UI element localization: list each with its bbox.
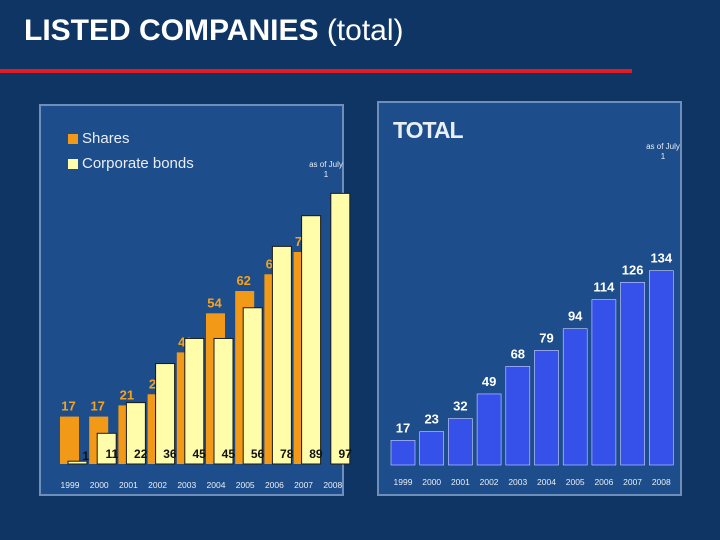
- x-tick-total-2008: 2008: [652, 477, 671, 487]
- label-total-2008: 134: [650, 251, 672, 266]
- x-tick-total-2007: 2007: [623, 477, 642, 487]
- label-total-2003: 68: [511, 346, 525, 361]
- x-tick-2007: 2007: [294, 480, 313, 490]
- chart-panel-total: 17 1999 23 2000 32 2001 49 2002 68 2003 79 2004 94 20…: [377, 101, 682, 496]
- x-tick-total-2005: 2005: [566, 477, 585, 487]
- x-tick-total-2002: 2002: [480, 477, 499, 487]
- label-bonds-1999: 1: [82, 449, 89, 463]
- legend-label-shares: Shares: [82, 130, 130, 147]
- bar-total-2002: [476, 393, 502, 466]
- bar-shares-1999: [60, 416, 79, 464]
- label-shares-2005: 62: [236, 273, 250, 288]
- bar-total-2006: [591, 299, 617, 466]
- label-total-2002: 49: [482, 374, 496, 389]
- x-tick-total-2006: 2006: [594, 477, 613, 487]
- legend-swatch-bonds: [68, 158, 78, 169]
- chart-panel-by-type: 1711999171120002122200125362002404520035…: [39, 104, 352, 496]
- legend-label-bonds: Corporate bonds: [82, 155, 194, 172]
- x-tick-2005: 2005: [236, 480, 255, 490]
- label-bonds-2005: 56: [251, 447, 265, 461]
- legend-swatch-shares: [68, 133, 78, 144]
- bar-total-2005: [562, 328, 588, 466]
- bar-bonds-2007: [301, 215, 322, 465]
- bar-total-2001: [448, 418, 473, 466]
- bar-bonds-2000: [96, 432, 117, 465]
- label-shares-1999: 17: [61, 399, 75, 414]
- label-total-2006: 114: [593, 280, 615, 295]
- bar-bonds-2002: [155, 363, 176, 465]
- as-of-note: as of July 1: [309, 160, 343, 179]
- x-tick-2008: 2008: [323, 480, 342, 490]
- label-bonds-2003: 45: [192, 447, 206, 461]
- bar-bonds-2008: [330, 192, 351, 465]
- chart-title-total: TOTAL: [393, 117, 464, 143]
- slide-title-suffix: (total): [326, 14, 404, 47]
- legend-item-shares: Shares: [68, 126, 194, 151]
- as-of-note-total: as of July 1: [646, 142, 680, 161]
- chart-by-type: 1711999171120002122200125362002404520035…: [60, 192, 352, 490]
- label-total-1999: 17: [396, 420, 410, 435]
- label-shares-2001: 21: [120, 387, 134, 402]
- label-total-2004: 79: [539, 330, 553, 345]
- legend-item-bonds: Corporate bonds: [68, 151, 194, 176]
- label-bonds-2001: 22: [134, 447, 148, 461]
- x-tick-total-2004: 2004: [537, 477, 556, 487]
- chart-legend: Shares Corporate bonds: [68, 126, 194, 176]
- label-shares-2000: 17: [90, 399, 104, 414]
- x-tick-2000: 2000: [90, 480, 109, 490]
- x-tick-2006: 2006: [265, 480, 284, 490]
- slide-title: LISTED COMPANIES (total): [24, 14, 404, 48]
- label-total-2007: 126: [622, 262, 644, 277]
- x-tick-1999: 1999: [61, 480, 80, 490]
- label-bonds-2008: 97: [338, 447, 352, 461]
- x-tick-total-2001: 2001: [451, 477, 470, 487]
- x-tick-total-1999: 1999: [394, 477, 413, 487]
- x-tick-2002: 2002: [148, 480, 167, 490]
- x-tick-total-2003: 2003: [508, 477, 527, 487]
- title-divider: [0, 69, 632, 73]
- label-total-2000: 23: [424, 412, 438, 427]
- label-bonds-2004: 45: [222, 447, 236, 461]
- bar-bonds-2005: [242, 307, 263, 465]
- label-total-2001: 32: [453, 399, 467, 414]
- bar-total-2004: [534, 350, 559, 466]
- bar-bonds-2004: [213, 337, 234, 465]
- bar-bonds-2001: [125, 402, 146, 465]
- bar-total-1999: [390, 440, 416, 466]
- x-tick-2001: 2001: [119, 480, 138, 490]
- bar-bonds-2006: [271, 245, 292, 465]
- label-bonds-2006: 78: [280, 447, 294, 461]
- bar-total-2008: [648, 270, 674, 466]
- bar-bonds-1999: [67, 460, 88, 465]
- label-bonds-2007: 89: [309, 447, 323, 461]
- bar-total-2007: [620, 282, 645, 466]
- x-tick-2003: 2003: [177, 480, 196, 490]
- x-tick-total-2000: 2000: [422, 477, 441, 487]
- label-total-2005: 94: [568, 309, 583, 324]
- bar-bonds-2003: [184, 337, 205, 465]
- label-bonds-2002: 36: [163, 447, 177, 461]
- label-bonds-2000: 11: [106, 447, 119, 461]
- bar-total-2000: [419, 431, 445, 466]
- bar-total-2003: [505, 366, 531, 466]
- slide-title-main: LISTED COMPANIES: [24, 14, 319, 47]
- label-shares-2004: 54: [207, 295, 222, 310]
- chart-total: 17 1999 23 2000 32 2001 49 2002 68 2003 79 2004 94 20…: [390, 251, 674, 487]
- x-tick-2004: 2004: [207, 480, 226, 490]
